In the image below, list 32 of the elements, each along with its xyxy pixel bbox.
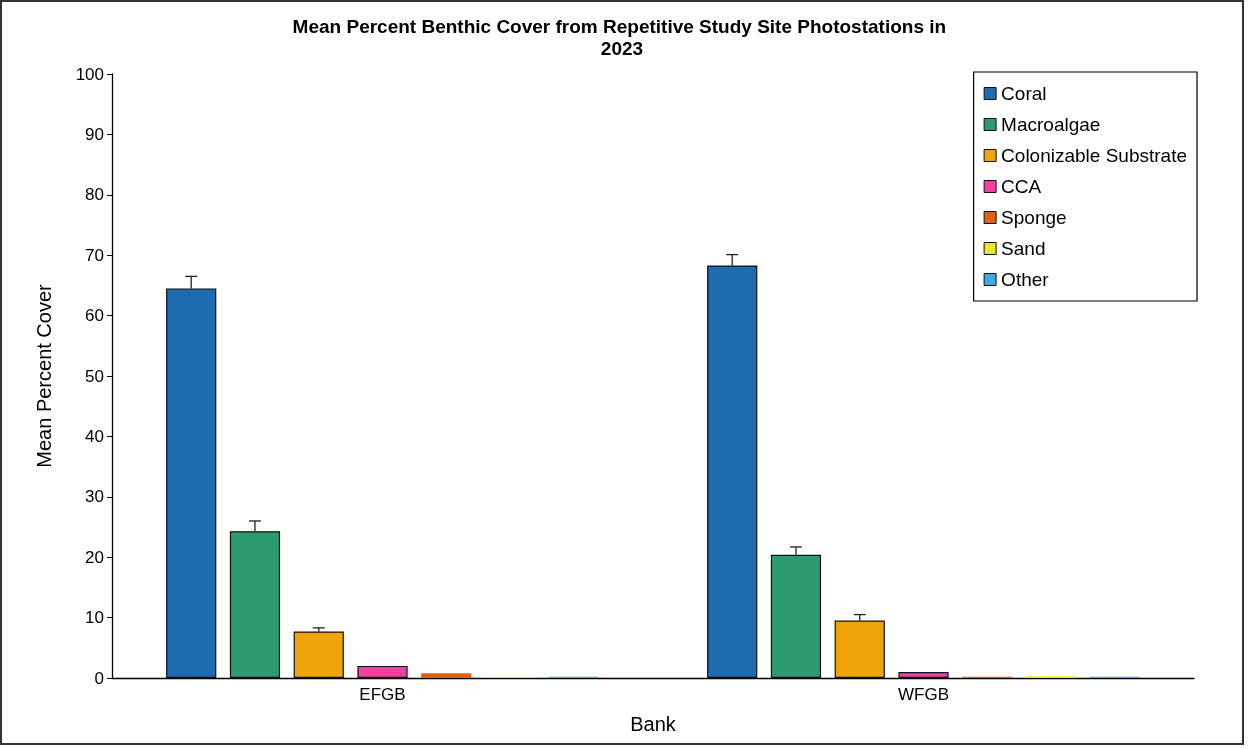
y-tick-label: 90	[85, 124, 104, 144]
legend-label: Sand	[1001, 238, 1046, 259]
chart-title: Mean Percent Benthic Cover from Repetitive Study Site Photostations in 2023	[292, 15, 952, 59]
y-tick-label: 60	[85, 306, 104, 326]
bar	[898, 671, 949, 678]
bar	[166, 288, 217, 678]
y-tick-label: 10	[85, 608, 104, 628]
x-axis-title: Bank	[630, 713, 677, 735]
y-axis-title: Mean Percent Cover	[33, 283, 55, 468]
bar	[357, 665, 408, 678]
legend-label: Macroalgae	[1001, 114, 1101, 135]
y-tick-label: 20	[85, 547, 104, 567]
y-tick-label: 0	[94, 668, 104, 688]
y-tick-label: 30	[85, 487, 104, 507]
y-tick-label: 100	[75, 64, 104, 84]
bar	[834, 620, 885, 678]
y-tick-label: 50	[85, 366, 104, 386]
bar	[421, 673, 472, 678]
bar	[293, 631, 344, 678]
legend-label: Colonizable Substrate	[1001, 145, 1187, 166]
y-tick-label: 40	[85, 426, 104, 446]
legend-label: Sponge	[1001, 207, 1067, 228]
legend-label: Other	[1001, 269, 1050, 290]
legend-label: Coral	[1001, 83, 1047, 104]
legend-label: CCA	[1001, 176, 1042, 197]
x-tick-label: WFGB	[898, 685, 949, 704]
y-tick-label: 80	[85, 185, 104, 205]
bar	[707, 265, 758, 678]
y-tick-label: 70	[85, 245, 104, 265]
bar	[229, 531, 281, 678]
x-tick-label: EFGB	[359, 685, 406, 704]
bar	[770, 554, 822, 678]
